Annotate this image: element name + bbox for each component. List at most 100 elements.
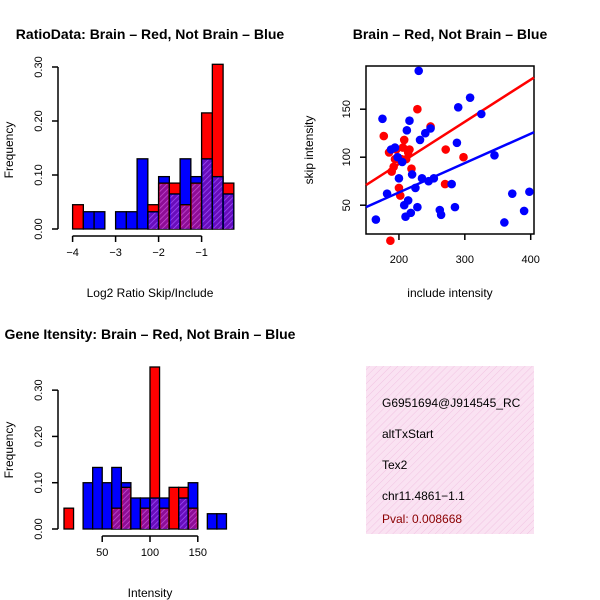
- scatter-y-tick-label: 150: [341, 100, 353, 118]
- scatter-point-notbrain: [405, 116, 414, 126]
- scatter-point-notbrain: [390, 143, 400, 152]
- scatter-point-notbrain: [476, 109, 486, 119]
- event-type: altTxStart: [382, 427, 434, 441]
- ratio-y-tick-label: 0.30: [33, 56, 45, 77]
- scatter-point-notbrain: [407, 170, 417, 179]
- intensity-bar-brain: [168, 486, 180, 530]
- ratio-chart-title: RatioData: Brain – Red, Not Brain – Blue: [16, 26, 285, 42]
- scatter-point-notbrain: [453, 102, 463, 112]
- ratio-bar-notbrain: [125, 211, 138, 230]
- scatter-point-notbrain: [507, 189, 517, 198]
- intensity-y-tick-label: 0.10: [33, 472, 45, 493]
- scatter-fit-line-brain: [365, 76, 535, 187]
- intensity-overlap-bar: [189, 509, 197, 529]
- intensity-x-label: Intensity: [128, 586, 173, 600]
- intensity-overlap-bar: [160, 509, 169, 529]
- event-id: G6951694@J914545_RC: [382, 396, 521, 410]
- ratio-overlap-bar: [181, 205, 190, 229]
- scatter-point-notbrain: [403, 196, 413, 205]
- intensity-x-tick-label: 100: [141, 547, 159, 559]
- intensity-bar-brain: [63, 507, 75, 530]
- intensity-bar-notbrain: [216, 513, 228, 530]
- scatter-x-tick-label: 200: [390, 254, 408, 266]
- scatter-point-notbrain: [394, 174, 404, 183]
- scatter-point-notbrain: [413, 202, 422, 212]
- ratio-bar-notbrain: [136, 158, 149, 230]
- scatter-point-notbrain: [402, 126, 412, 135]
- ratio-y-tick-label: 0.00: [33, 218, 45, 239]
- scatter-point-notbrain: [397, 157, 407, 167]
- ratio-overlap-bar: [213, 177, 223, 229]
- intensity-overlap-bar: [112, 509, 121, 529]
- scatter-point-notbrain: [378, 114, 387, 124]
- intensity-y-label: Frequency: [2, 422, 16, 479]
- ratio-x-tick-label: −4: [66, 247, 79, 259]
- scatter-point-brain: [399, 135, 409, 145]
- scatter-point-notbrain: [436, 210, 446, 220]
- ratio-overlap-bar: [202, 159, 212, 229]
- intensity-y-tick-label: 0.30: [33, 379, 45, 400]
- intensity-y-tick-label: 0.00: [33, 518, 45, 539]
- intensity-x-tick-label: 50: [96, 547, 108, 559]
- ratio-bar-notbrain: [114, 211, 127, 230]
- scatter-point-notbrain: [447, 179, 456, 189]
- info-panel: G6951694@J914545_RC altTxStart Tex2 chr1…: [366, 366, 534, 534]
- scatter-y-tick-label: 100: [341, 148, 353, 166]
- intensity-overlap-bar: [179, 498, 188, 529]
- chromosome-location: chr11.4861−1.1: [382, 489, 465, 503]
- gene-name: Tex2: [382, 458, 408, 472]
- info-background: [366, 366, 534, 534]
- intensity-chart-title: Gene Itensity: Brain – Red, Not Brain – …: [5, 326, 296, 342]
- ratio-bar-notbrain: [93, 211, 106, 230]
- scatter-fit-line-notbrain: [365, 131, 535, 209]
- scatter-point-notbrain: [500, 218, 509, 227]
- scatter-point-brain: [413, 104, 422, 114]
- ratio-x-tick-label: −1: [195, 247, 208, 259]
- intensity-overlap-bar: [122, 488, 130, 529]
- scatter-point-brain: [405, 145, 414, 154]
- scatter-x-label: include intensity: [407, 286, 492, 300]
- scatter-point-notbrain: [519, 206, 529, 216]
- scatter-point-notbrain: [452, 138, 462, 148]
- intensity-bar-notbrain: [82, 482, 94, 530]
- intensity-bar-notbrain: [130, 497, 142, 530]
- scatter-point-notbrain: [490, 150, 499, 160]
- ratio-x-tick-label: −3: [109, 247, 122, 259]
- ratio-histogram: 0.00 0.10 0.20 0.30 −4 −3 −2 −1: [33, 56, 235, 259]
- ratio-overlap-bar: [159, 184, 169, 229]
- ratio-bar-notbrain: [82, 211, 95, 230]
- scatter-y-tick-label: 50: [341, 199, 353, 211]
- ratio-y-tick-label: 0.20: [33, 110, 45, 131]
- scatter-point-notbrain: [371, 215, 381, 224]
- scatter-point-notbrain: [415, 135, 425, 145]
- scatter-y-label: skip intensity: [302, 116, 316, 185]
- p-value: Pval: 0.008668: [382, 512, 462, 526]
- intensity-overlap-bar: [151, 498, 159, 529]
- ratio-overlap-bar: [191, 184, 201, 229]
- scatter-chart-title: Brain – Red, Not Brain – Blue: [353, 26, 548, 42]
- ratio-overlap-bar: [224, 194, 233, 229]
- scatter-point-notbrain: [465, 93, 475, 102]
- intensity-histogram: 0.00 0.10 0.20 0.30 50 100 150: [33, 366, 228, 559]
- scatter-point-brain: [379, 131, 389, 141]
- intensity-y-tick-label: 0.20: [33, 426, 45, 447]
- scatter-point-notbrain: [450, 202, 460, 212]
- scatter-point-brain: [394, 183, 404, 193]
- ratio-overlap-bar: [170, 194, 180, 229]
- ratio-y-label: Frequency: [2, 122, 16, 179]
- intensity-overlap-bar: [141, 509, 149, 529]
- scatter-plot-frame: [365, 65, 535, 235]
- scatter-point-notbrain: [525, 187, 534, 197]
- scatter-point-brain: [441, 145, 451, 154]
- ratio-x-tick-label: −2: [152, 247, 165, 259]
- scatter-point-brain: [440, 179, 450, 189]
- scatter-point-brain: [386, 236, 395, 246]
- scatter-point-notbrain: [426, 124, 435, 133]
- intensity-x-tick-label: 150: [189, 547, 207, 559]
- ratio-y-tick-label: 0.10: [33, 164, 45, 185]
- intensity-bar-notbrain: [101, 482, 113, 530]
- scatter-x-tick-label: 400: [522, 254, 540, 266]
- scatter-plot: 200 300 400 50 100 150: [341, 65, 540, 266]
